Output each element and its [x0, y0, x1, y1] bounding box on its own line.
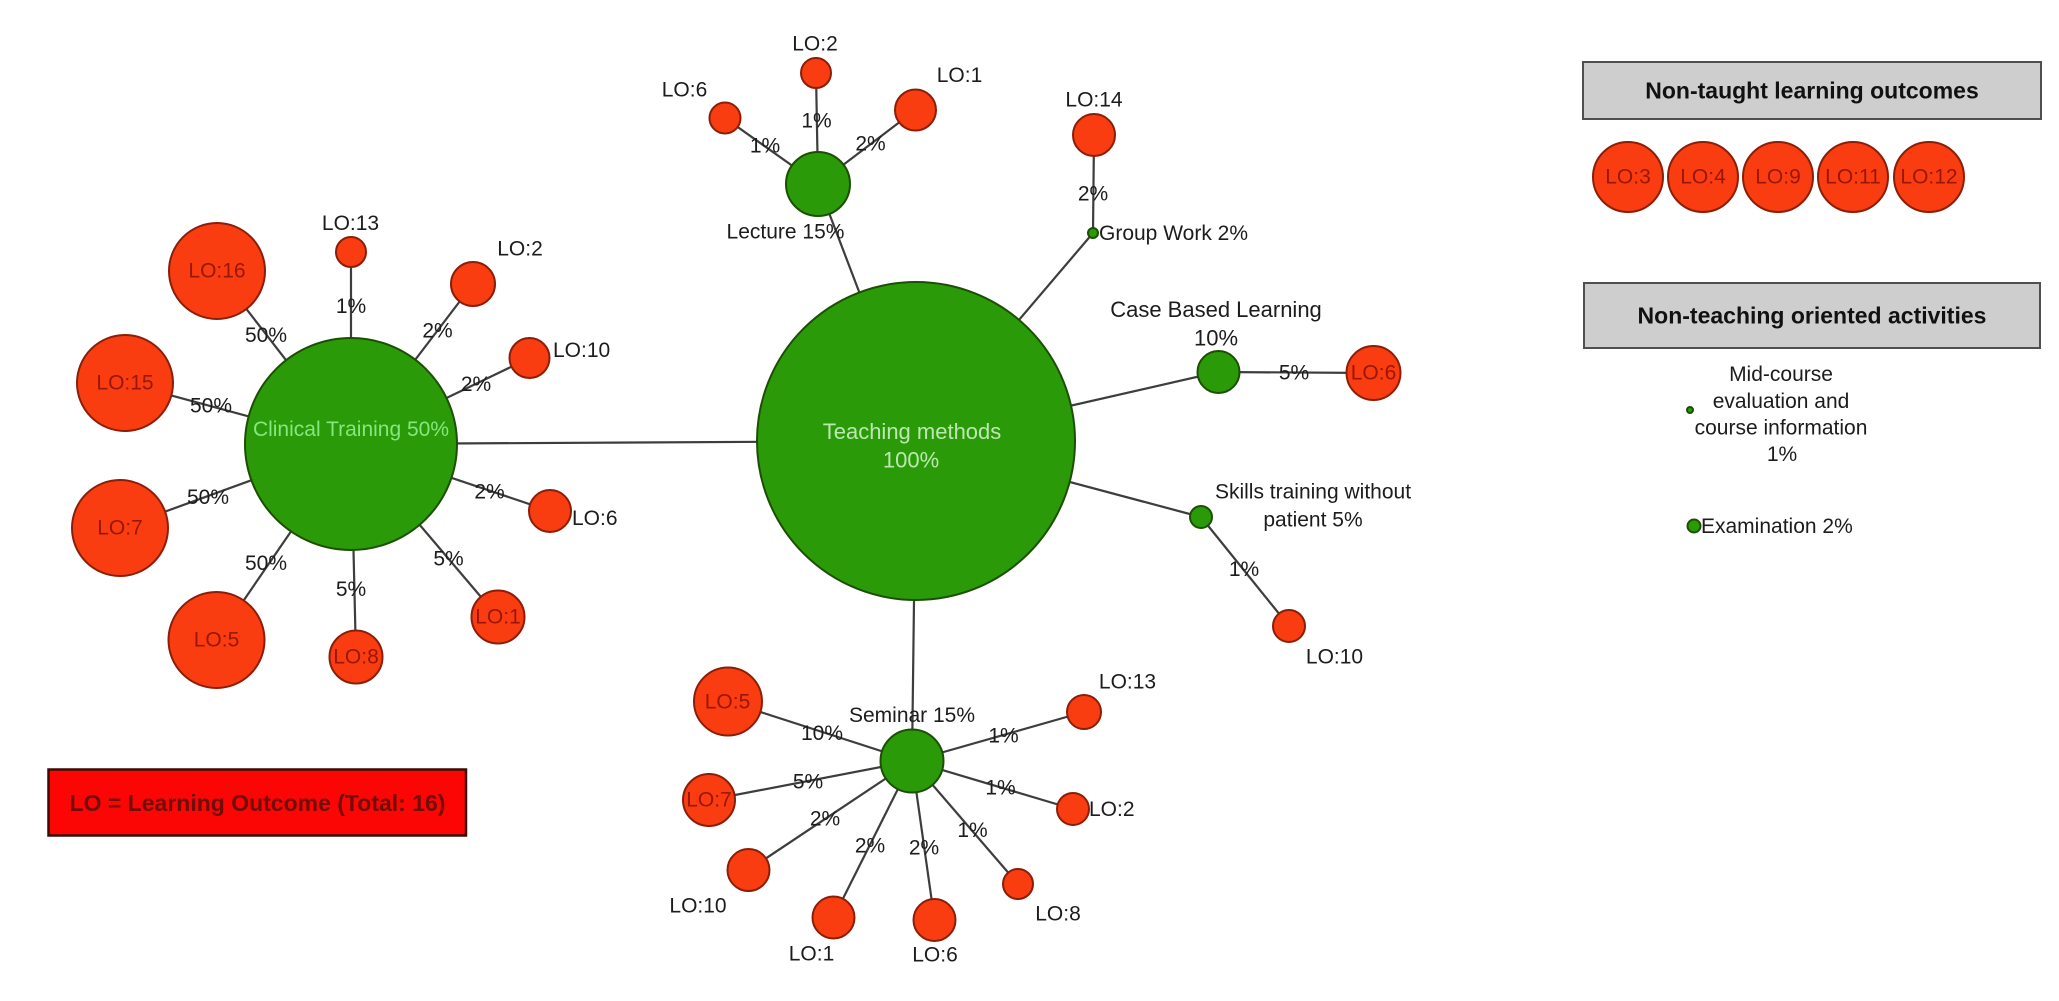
- svg-text:Teaching methods: Teaching methods: [823, 419, 1002, 444]
- svg-text:LO:6: LO:6: [662, 79, 708, 102]
- svg-text:2%: 2%: [909, 837, 939, 860]
- svg-text:2%: 2%: [855, 133, 885, 156]
- svg-text:10%: 10%: [801, 722, 843, 745]
- svg-text:Case Based Learning: Case Based Learning: [1110, 297, 1322, 322]
- svg-text:LO:3: LO:3: [1605, 166, 1651, 189]
- svg-text:Lecture 15%: Lecture 15%: [727, 221, 845, 244]
- svg-text:2%: 2%: [1078, 183, 1108, 206]
- svg-text:LO:6: LO:6: [572, 507, 618, 530]
- svg-text:Examination 2%: Examination 2%: [1701, 515, 1853, 538]
- svg-text:10%: 10%: [1194, 326, 1238, 351]
- svg-text:1%: 1%: [985, 777, 1015, 800]
- svg-text:LO = Learning Outcome (Total:: LO = Learning Outcome (Total: 16): [70, 790, 446, 816]
- svg-text:50%: 50%: [190, 395, 232, 418]
- svg-text:LO:8: LO:8: [1035, 903, 1081, 926]
- svg-text:Mid-course: Mid-course: [1729, 363, 1833, 386]
- svg-text:course information: course information: [1695, 417, 1868, 440]
- svg-text:100%: 100%: [883, 448, 939, 473]
- svg-text:LO:10: LO:10: [669, 895, 726, 918]
- svg-text:2%: 2%: [855, 835, 885, 858]
- svg-text:LO:5: LO:5: [194, 629, 240, 652]
- svg-text:LO:10: LO:10: [553, 339, 610, 362]
- svg-text:5%: 5%: [336, 578, 366, 601]
- svg-text:LO:10: LO:10: [1306, 646, 1363, 669]
- svg-text:1%: 1%: [957, 819, 987, 842]
- svg-text:1%: 1%: [988, 725, 1018, 748]
- svg-text:5%: 5%: [1279, 362, 1309, 385]
- svg-text:LO:9: LO:9: [1755, 166, 1801, 189]
- svg-text:2%: 2%: [474, 481, 504, 504]
- svg-text:LO:14: LO:14: [1065, 89, 1123, 112]
- svg-text:LO:13: LO:13: [1099, 671, 1156, 694]
- svg-text:LO:13: LO:13: [322, 212, 379, 235]
- svg-text:2%: 2%: [810, 808, 840, 831]
- svg-text:LO:16: LO:16: [188, 260, 245, 283]
- svg-text:1%: 1%: [1767, 443, 1797, 466]
- svg-text:2%: 2%: [422, 320, 452, 343]
- svg-text:LO:1: LO:1: [789, 943, 835, 966]
- svg-text:LO:2: LO:2: [792, 33, 838, 56]
- svg-text:LO:15: LO:15: [96, 372, 153, 395]
- svg-text:LO:1: LO:1: [475, 606, 521, 629]
- svg-text:Seminar 15%: Seminar 15%: [849, 704, 975, 727]
- svg-text:Group Work 2%: Group Work 2%: [1099, 222, 1248, 245]
- svg-text:LO:1: LO:1: [937, 64, 983, 87]
- svg-text:1%: 1%: [801, 110, 831, 133]
- svg-text:LO:11: LO:11: [1825, 166, 1881, 189]
- svg-text:50%: 50%: [187, 486, 229, 509]
- svg-text:LO:5: LO:5: [705, 691, 751, 714]
- svg-text:50%: 50%: [245, 552, 287, 575]
- svg-text:Non-taught learning outcomes: Non-taught learning outcomes: [1645, 78, 1979, 104]
- svg-text:5%: 5%: [433, 548, 463, 571]
- svg-text:LO:7: LO:7: [686, 789, 732, 812]
- svg-text:patient 5%: patient 5%: [1263, 509, 1362, 532]
- svg-text:Non-teaching oriented activiti: Non-teaching oriented activities: [1638, 303, 1987, 329]
- svg-text:50%: 50%: [245, 324, 287, 347]
- svg-text:LO:7: LO:7: [97, 517, 143, 540]
- svg-text:LO:2: LO:2: [497, 238, 543, 261]
- svg-text:2%: 2%: [461, 373, 491, 396]
- svg-text:LO:4: LO:4: [1680, 166, 1726, 189]
- svg-text:LO:12: LO:12: [1900, 166, 1957, 189]
- svg-text:Clinical Training 50%: Clinical Training 50%: [253, 418, 449, 441]
- svg-text:1%: 1%: [1229, 558, 1259, 581]
- svg-text:evaluation and: evaluation and: [1713, 390, 1850, 413]
- svg-text:1%: 1%: [750, 135, 780, 158]
- svg-text:1%: 1%: [336, 295, 366, 318]
- svg-text:LO:8: LO:8: [333, 646, 379, 669]
- svg-text:5%: 5%: [793, 771, 823, 794]
- svg-text:Skills training without: Skills training without: [1215, 481, 1411, 504]
- svg-text:LO:6: LO:6: [912, 944, 958, 967]
- svg-text:LO:2: LO:2: [1089, 798, 1135, 821]
- svg-text:LO:6: LO:6: [1351, 362, 1397, 385]
